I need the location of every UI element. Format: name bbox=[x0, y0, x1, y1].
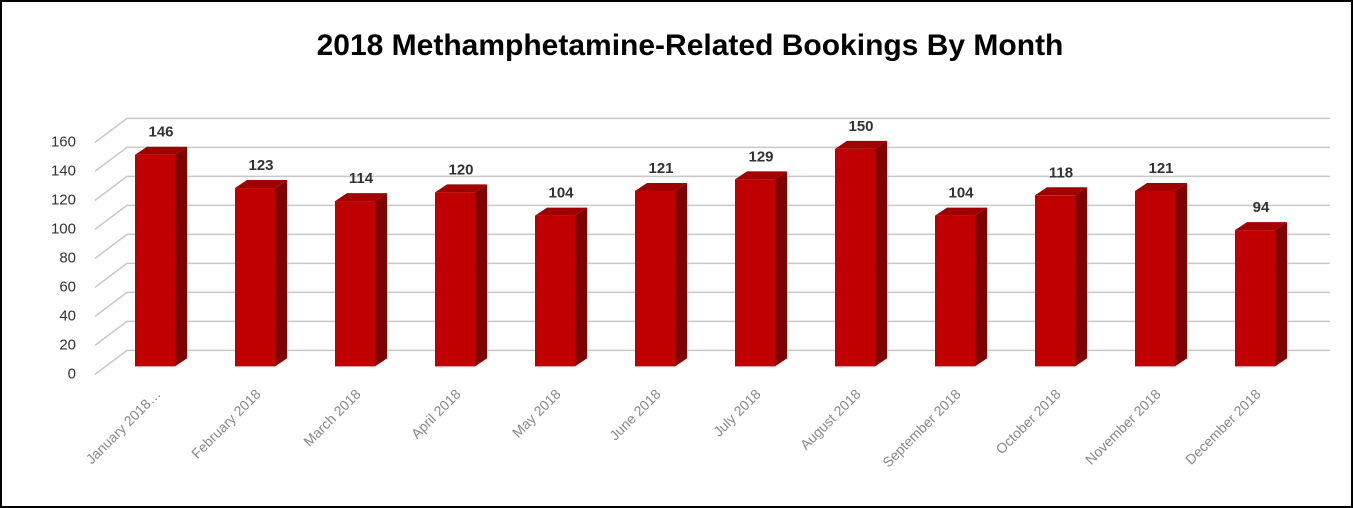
grid-line bbox=[94, 204, 1330, 230]
bar bbox=[335, 201, 375, 367]
bar-side bbox=[775, 171, 787, 367]
grid-line bbox=[94, 262, 1330, 288]
value-label: 114 bbox=[349, 170, 374, 187]
bar-side bbox=[1175, 182, 1187, 367]
bar bbox=[1135, 190, 1175, 367]
bar-top bbox=[1035, 187, 1087, 196]
value-label: 104 bbox=[548, 185, 574, 202]
value-label: 121 bbox=[1148, 160, 1173, 177]
bar-side bbox=[975, 207, 987, 367]
value-label: 104 bbox=[948, 185, 974, 202]
y-tick-label: 20 bbox=[59, 336, 76, 353]
y-tick-label: 120 bbox=[51, 191, 76, 208]
y-tick-label: 80 bbox=[59, 249, 76, 266]
grid-line bbox=[94, 349, 1330, 375]
bar bbox=[535, 215, 575, 367]
grid-line bbox=[94, 320, 1330, 346]
bar-top bbox=[335, 193, 387, 202]
y-tick-label: 0 bbox=[68, 365, 76, 382]
grid-line bbox=[94, 233, 1330, 259]
y-tick-label: 40 bbox=[59, 307, 76, 324]
bar bbox=[435, 192, 475, 367]
value-label: 150 bbox=[848, 118, 873, 135]
bar-top bbox=[135, 146, 187, 155]
bar-top bbox=[835, 140, 887, 149]
bar-side bbox=[1275, 222, 1287, 367]
bar-side bbox=[1075, 187, 1087, 367]
grid-line bbox=[94, 117, 1330, 143]
bar bbox=[935, 215, 975, 367]
y-tick-label: 100 bbox=[51, 220, 76, 237]
bar-side bbox=[375, 193, 387, 367]
bar bbox=[835, 148, 875, 367]
bar-side bbox=[875, 140, 887, 367]
bar-top bbox=[535, 207, 587, 216]
value-label: 118 bbox=[1049, 164, 1073, 181]
y-tick-label: 140 bbox=[51, 162, 76, 179]
y-tick-label: 160 bbox=[51, 133, 76, 150]
bar bbox=[135, 154, 175, 367]
value-label: 146 bbox=[148, 124, 173, 141]
bar-top bbox=[235, 180, 287, 189]
bar-side bbox=[575, 207, 587, 367]
bar-top bbox=[735, 171, 787, 180]
bar bbox=[1235, 230, 1275, 367]
bar-top bbox=[935, 207, 987, 216]
bar-side bbox=[475, 184, 487, 367]
y-tick-label: 60 bbox=[59, 278, 76, 295]
value-label: 123 bbox=[248, 157, 273, 174]
bar-top bbox=[1235, 222, 1287, 231]
bar-side bbox=[175, 146, 187, 367]
grid-line bbox=[94, 175, 1330, 201]
bar bbox=[235, 188, 275, 367]
bar bbox=[1035, 195, 1075, 367]
grid-line bbox=[94, 146, 1330, 172]
chart-title: 2018 Methamphetamine-Related Bookings By… bbox=[317, 29, 1064, 62]
value-label: 129 bbox=[748, 148, 773, 165]
bar bbox=[735, 179, 775, 367]
bar bbox=[635, 190, 675, 367]
value-label: 121 bbox=[648, 160, 673, 177]
bar-top bbox=[1135, 182, 1187, 191]
bar-top bbox=[435, 184, 487, 193]
bar-side bbox=[675, 182, 687, 367]
bar-top bbox=[635, 182, 687, 191]
grid-line bbox=[94, 291, 1330, 317]
value-label: 120 bbox=[448, 161, 473, 178]
value-label: 94 bbox=[1253, 199, 1270, 216]
bar-side bbox=[275, 180, 287, 367]
